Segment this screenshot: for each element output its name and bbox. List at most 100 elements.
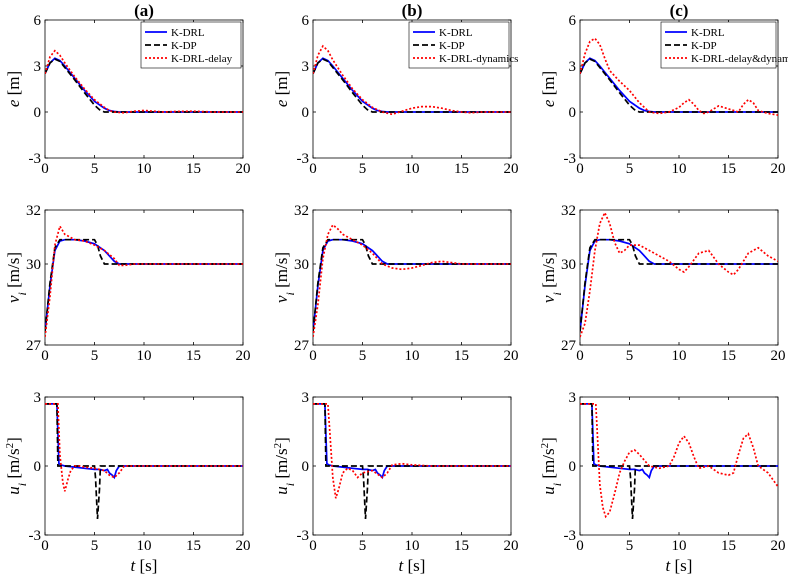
panel-e-c: 0 5 10 15 20-3036(c)K-DRLK-DPK-DRL-delay&dyn…	[564, 1, 788, 177]
y-axis-label: ui [m/s2]	[272, 437, 297, 495]
legend-entry: K-DRL-delay&dynamics	[691, 53, 788, 65]
series-line-k-drl	[313, 238, 511, 332]
series-line-k-dp	[45, 238, 243, 332]
x-tick-label: 10	[137, 348, 152, 364]
y-axis-label: e [m]	[539, 71, 558, 107]
x-tick-label: 10	[405, 538, 420, 554]
y-tick-label: 30	[294, 257, 309, 273]
x-tick-label: 20	[236, 161, 251, 177]
y-tick-label: 0	[34, 105, 42, 121]
y-tick-label: 3	[302, 390, 310, 406]
series-line-k-drl-dynamics	[313, 223, 511, 338]
x-tick-label: 10	[405, 161, 420, 177]
svg-text:vi [m/s]: vi [m/s]	[4, 252, 29, 303]
y-tick-label: 32	[26, 203, 41, 219]
x-tick-label: 5	[626, 348, 634, 364]
series-line-k-drl	[45, 238, 243, 332]
svg-text:e [m]: e [m]	[539, 71, 558, 107]
x-tick-label: 20	[771, 161, 786, 177]
legend-entry: K-DRL	[171, 27, 205, 39]
legend-entry: K-DRL-dynamics	[439, 53, 518, 65]
legend-box	[660, 21, 777, 69]
x-tick-label: 20	[236, 538, 251, 554]
x-axis-label: t [s]	[399, 556, 426, 575]
y-axis-label: vi [m/s]	[539, 252, 564, 303]
y-tick-label: -3	[564, 528, 577, 544]
y-tick-label: 6	[569, 13, 577, 29]
series-line-k-drl-dynamics	[313, 44, 511, 116]
y-tick-label: 6	[34, 13, 42, 29]
legend-entry: K-DP	[171, 40, 197, 52]
y-tick-label: 3	[34, 390, 42, 406]
series-line-k-dp	[45, 58, 243, 113]
y-tick-label: 32	[294, 203, 309, 219]
x-tick-label: 20	[236, 348, 251, 364]
x-tick-label: 10	[405, 348, 420, 364]
y-tick-label: -3	[564, 151, 577, 167]
axes-frame	[312, 209, 512, 346]
legend-entry: K-DRL-delay	[171, 53, 233, 65]
y-tick-label: 27	[294, 338, 310, 354]
x-tick-label: 0	[309, 348, 317, 364]
y-tick-label: 27	[561, 338, 577, 354]
y-axis-label: vi [m/s]	[272, 252, 297, 303]
y-tick-label: 32	[561, 203, 576, 219]
series-line-k-dp	[580, 403, 778, 519]
series-line-k-drl-delay-dynamics	[580, 210, 778, 338]
legend-entry: K-DRL	[439, 27, 473, 39]
series-line-k-dp	[313, 403, 511, 519]
x-tick-label: 5	[91, 161, 99, 177]
svg-text:vi [m/s]: vi [m/s]	[539, 252, 564, 303]
x-tick-label: 20	[771, 348, 786, 364]
y-axis-label: ui [m/s2]	[4, 437, 29, 495]
x-tick-label: 0	[309, 538, 317, 554]
x-tick-label: 10	[137, 538, 152, 554]
x-tick-label: 15	[186, 348, 201, 364]
legend-entry: K-DP	[439, 40, 465, 52]
series-line-k-drl-delay-dynamics	[580, 37, 778, 116]
series-line-k-dp	[580, 58, 778, 113]
svg-text:ui [m/s2]: ui [m/s2]	[539, 437, 564, 495]
svg-text:vi [m/s]: vi [m/s]	[272, 252, 297, 303]
y-tick-label: 30	[561, 257, 576, 273]
y-axis-label: e [m]	[4, 71, 23, 107]
x-tick-label: 0	[576, 538, 584, 554]
y-tick-label: 3	[302, 59, 310, 75]
y-tick-label: -3	[29, 528, 42, 544]
y-tick-label: 0	[569, 105, 577, 121]
series-line-k-drl-delay	[45, 403, 243, 492]
x-tick-label: 15	[454, 348, 469, 364]
x-tick-label: 10	[137, 161, 152, 177]
y-tick-label: 0	[569, 459, 577, 475]
axes-frame	[579, 209, 779, 346]
y-tick-label: 3	[34, 59, 42, 75]
x-tick-label: 0	[576, 348, 584, 364]
x-tick-label: 5	[359, 348, 367, 364]
x-tick-label: 15	[721, 538, 736, 554]
svg-text:e [m]: e [m]	[272, 71, 291, 107]
x-tick-label: 0	[576, 161, 584, 177]
series-line-k-dp	[580, 238, 778, 332]
panel-v-b: 0 5 10 15 20 27 30 32	[294, 203, 519, 364]
x-tick-label: 15	[186, 538, 201, 554]
y-tick-label: 0	[302, 459, 310, 475]
svg-text:e [m]: e [m]	[4, 71, 23, 107]
series-line-k-dp	[313, 238, 511, 332]
x-tick-label: 5	[626, 538, 634, 554]
x-tick-label: 0	[41, 161, 49, 177]
x-tick-label: 10	[672, 348, 687, 364]
x-tick-label: 20	[504, 161, 519, 177]
y-tick-label: -3	[297, 528, 310, 544]
x-tick-label: 0	[309, 161, 317, 177]
x-axis-label: t [s]	[666, 556, 693, 575]
svg-text:ui [m/s2]: ui [m/s2]	[4, 437, 29, 495]
x-tick-label: 15	[721, 348, 736, 364]
x-tick-label: 15	[454, 538, 469, 554]
x-tick-label: 5	[359, 161, 367, 177]
panel-v-c: 0 5 10 15 20 27 30 32	[561, 203, 786, 364]
y-axis-label: vi [m/s]	[4, 252, 29, 303]
